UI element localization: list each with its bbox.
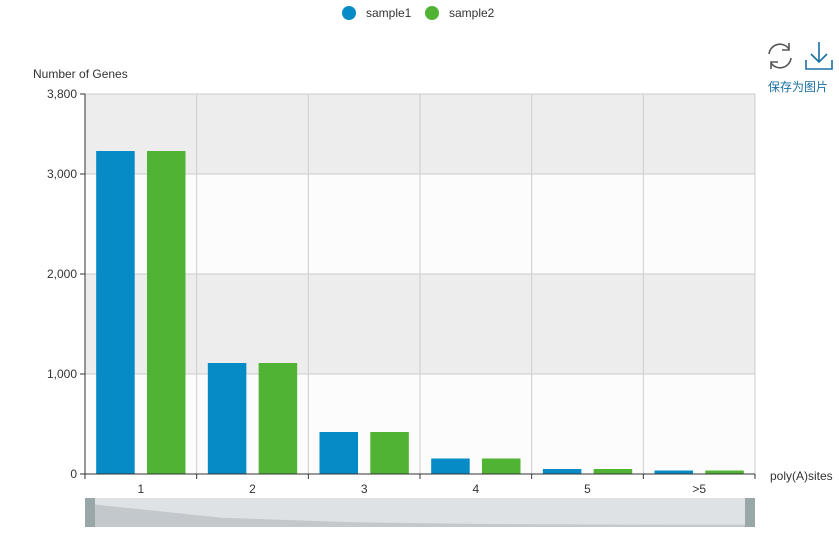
refresh-icon[interactable] [764,40,796,72]
data-zoom-slider[interactable] [85,498,755,527]
grid-lines [85,93,756,474]
bar-sample2->5[interactable] [705,470,744,475]
bar-sample1-1[interactable] [96,151,135,474]
x-tick-label: 2 [249,482,256,496]
zoom-handle-left[interactable] [85,498,95,527]
save-as-image-label[interactable]: 保存为图片 [768,80,829,94]
x-tick-label: 3 [361,482,368,496]
bar-sample2-1[interactable] [146,151,186,474]
legend[interactable]: sample1 sample2 [342,6,495,20]
bar-sample1-5[interactable] [542,469,582,474]
legend-marker-sample2[interactable] [425,6,439,20]
bars [96,151,744,474]
legend-label-sample1[interactable]: sample1 [366,6,412,20]
y-tick-label: 1,000 [47,367,77,381]
axes: 0 1,000 2,000 3,000 3,800 1 2 3 4 5 >5 [47,87,756,496]
x-tick-label: 1 [137,482,144,496]
x-tick-label: 5 [584,482,591,496]
bar-sample1->5[interactable] [654,470,694,475]
y-tick-label: 3,800 [47,87,77,101]
bar-sample2-5[interactable] [593,469,633,474]
x-tick-label: 4 [472,482,479,496]
legend-label-sample2[interactable]: sample2 [449,6,495,20]
y-tick-label: 2,000 [47,267,77,281]
bar-sample1-3[interactable] [319,432,359,474]
zoom-preview-area [90,504,750,527]
x-tick-label: >5 [692,482,706,496]
download-icon[interactable] [803,40,835,72]
bar-sample1-2[interactable] [207,363,247,474]
bar-sample2-4[interactable] [481,458,521,475]
y-tick-label: 0 [70,467,77,481]
zoom-handle-right[interactable] [745,498,755,527]
bar-sample2-2[interactable] [258,363,298,474]
bar-sample1-4[interactable] [431,458,470,475]
y-tick-label: 3,000 [47,167,77,181]
y-axis-title: Number of Genes [33,67,128,81]
legend-marker-sample1[interactable] [342,6,356,20]
x-axis-title: poly(A)sites [770,469,833,483]
bar-sample2-3[interactable] [370,432,409,474]
